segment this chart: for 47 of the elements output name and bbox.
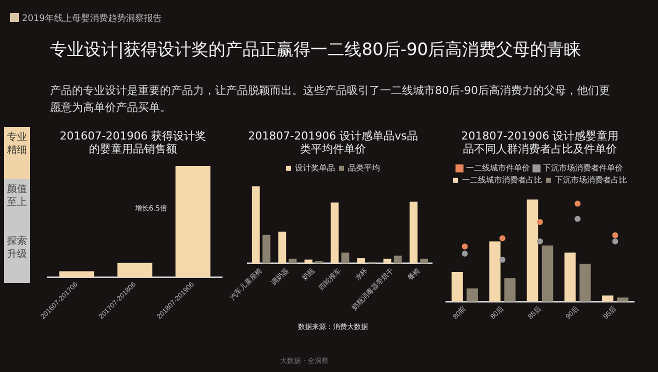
bar (420, 258, 428, 264)
text: 产品的专业设计是重要的产品力，让产品脱颖而出。这些产品吸引了一二线城市80后-90后高消费力的父母，他们更愿意为高单价产品买单。 (50, 83, 610, 116)
bar (504, 278, 516, 302)
bar (330, 202, 339, 264)
point (612, 232, 618, 238)
bar (489, 241, 501, 302)
bar (526, 200, 538, 302)
point (462, 243, 468, 250)
bar (252, 186, 260, 264)
legend-label: 品类平均 (348, 164, 380, 173)
bar (410, 202, 418, 264)
point (574, 216, 581, 222)
bar (466, 288, 478, 302)
bar (357, 258, 365, 264)
bar (602, 295, 614, 302)
point (462, 250, 468, 257)
bar (341, 252, 350, 264)
point (537, 218, 543, 225)
legend-label: 下沉市场消费者占比 (555, 176, 627, 185)
point (499, 235, 506, 242)
point (537, 238, 543, 244)
text: 探索升级 (4, 231, 30, 283)
text: 2019年线上母婴消费趋势洞察报告 (22, 12, 162, 25)
chart-title: 201807-201906 设计感婴童用品不同人群消费者占比及件单价 (461, 129, 619, 156)
legend-label: 一二线城市消费者占比 (462, 176, 542, 185)
bar (617, 298, 628, 302)
legend-label: 设计奖单品 (295, 164, 335, 173)
bar (262, 234, 270, 264)
bar (383, 258, 392, 264)
legend-label: 下沉市场消费者件单价 (543, 164, 623, 173)
chart-title: 201607-201906 获得设计奖的婴童用品销售额 (60, 129, 206, 156)
bar (394, 256, 402, 264)
point (612, 238, 618, 244)
text: 颜值至上 (4, 179, 30, 231)
legend-label: 一二线城市件单价 (466, 164, 530, 173)
bar (452, 272, 463, 302)
bar (304, 260, 312, 264)
bar (542, 245, 554, 302)
point (499, 256, 506, 263)
bar (579, 264, 591, 302)
bar (288, 258, 297, 264)
point (574, 200, 581, 207)
bar (278, 232, 286, 264)
text: 专业精细 (4, 127, 30, 179)
bar (564, 252, 576, 302)
text: 专业设计|获得设计奖的产品正赢得一二线80后-90后高消费父母的青睐 (50, 39, 582, 61)
chart-title: 201807-201906 设计感单品vs品类平均件单价 (248, 129, 418, 156)
